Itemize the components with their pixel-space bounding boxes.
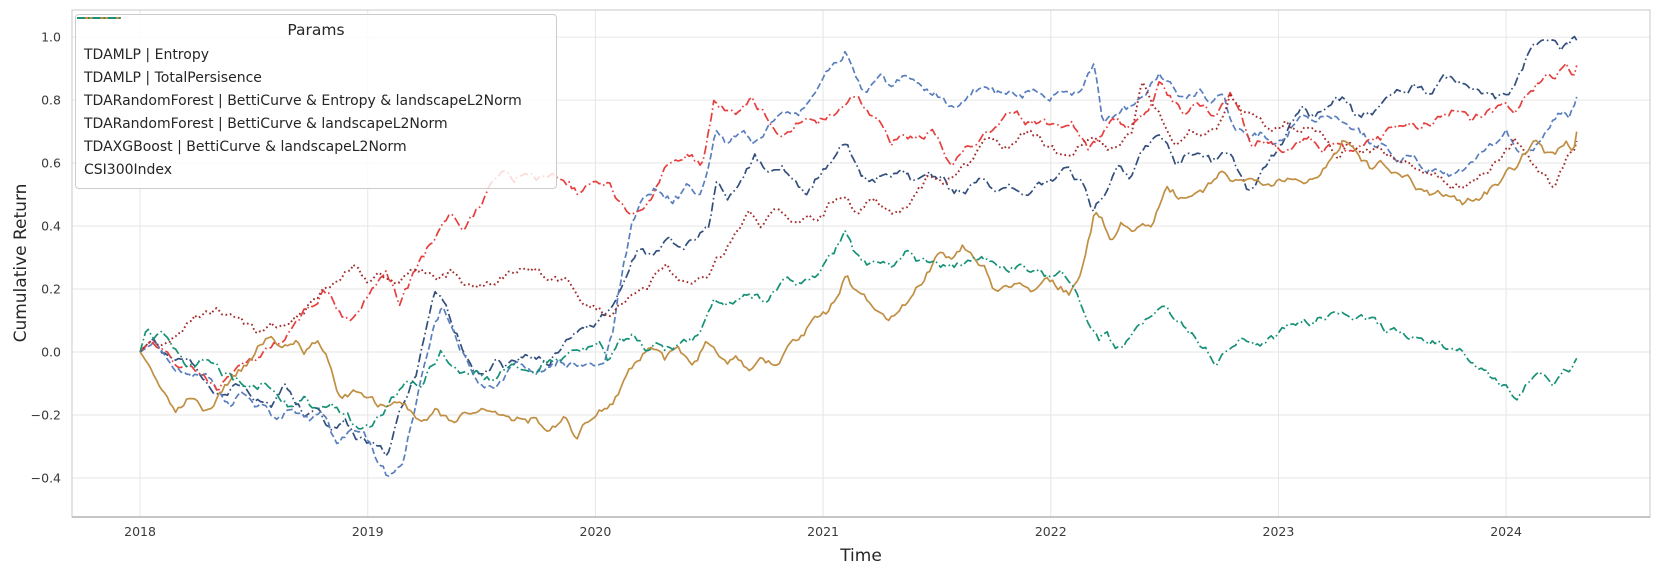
x-tick-label: 2023: [1263, 524, 1295, 539]
y-tick-label: −0.2: [31, 407, 61, 422]
legend: Params TDAMLP | Entropy TDAMLP | TotalPer…: [75, 14, 557, 189]
y-tick-label: 0.0: [41, 344, 61, 359]
x-tick-label: 2024: [1490, 524, 1522, 539]
y-tick-label: −0.4: [31, 470, 61, 485]
legend-item: TDARandomForest | BettiCurve & landscape…: [77, 17, 548, 135]
legend-item-label: TDAMLP | Entropy: [84, 46, 209, 63]
x-tick-label: 2019: [352, 524, 384, 539]
y-tick-label: 0.4: [41, 219, 61, 234]
series-line-1: [139, 50, 1578, 477]
legend-item: TDAMLP | Entropy: [77, 17, 548, 66]
legend-item: TDARandomForest | BettiCurve & Entropy &…: [77, 17, 548, 112]
legend-line-swatch: [77, 17, 121, 19]
legend-item-label: CSI300Index: [84, 161, 173, 178]
series-line-4: [139, 131, 1578, 440]
y-tick-label: 0.8: [41, 93, 61, 108]
legend-item: TDAXGBoost | BettiCurve & landscapeL2Nor…: [77, 17, 548, 158]
y-tick-label: 0.2: [41, 282, 61, 297]
x-tick-label: 2021: [807, 524, 839, 539]
legend-item: TDAMLP | TotalPersisence: [77, 17, 548, 89]
series-line-5: [139, 229, 1578, 430]
y-tick-label: 0.6: [41, 156, 61, 171]
series-line-3: [139, 81, 1578, 353]
x-axis-label: Time: [840, 546, 882, 566]
legend-items: TDAMLP | Entropy TDAMLP | TotalPersisence…: [77, 17, 548, 181]
y-axis-label: Cumulative Return: [11, 183, 31, 343]
legend-item-label: TDARandomForest | BettiCurve & Entropy &…: [84, 92, 522, 109]
x-tick-label: 2020: [580, 524, 612, 539]
x-tick-label: 2022: [1035, 524, 1067, 539]
y-tick-label: 1.0: [41, 30, 61, 45]
x-tick-label: 2018: [124, 524, 156, 539]
legend-item-label: TDARandomForest | BettiCurve & landscape…: [84, 115, 448, 132]
series-line-2: [139, 62, 1578, 391]
legend-item: CSI300Index: [77, 17, 548, 181]
legend-title: Params: [287, 21, 345, 39]
legend-item-label: TDAMLP | TotalPersisence: [84, 69, 262, 86]
legend-item-label: TDAXGBoost | BettiCurve & landscapeL2Nor…: [84, 138, 407, 155]
series-line-0: [139, 35, 1578, 457]
